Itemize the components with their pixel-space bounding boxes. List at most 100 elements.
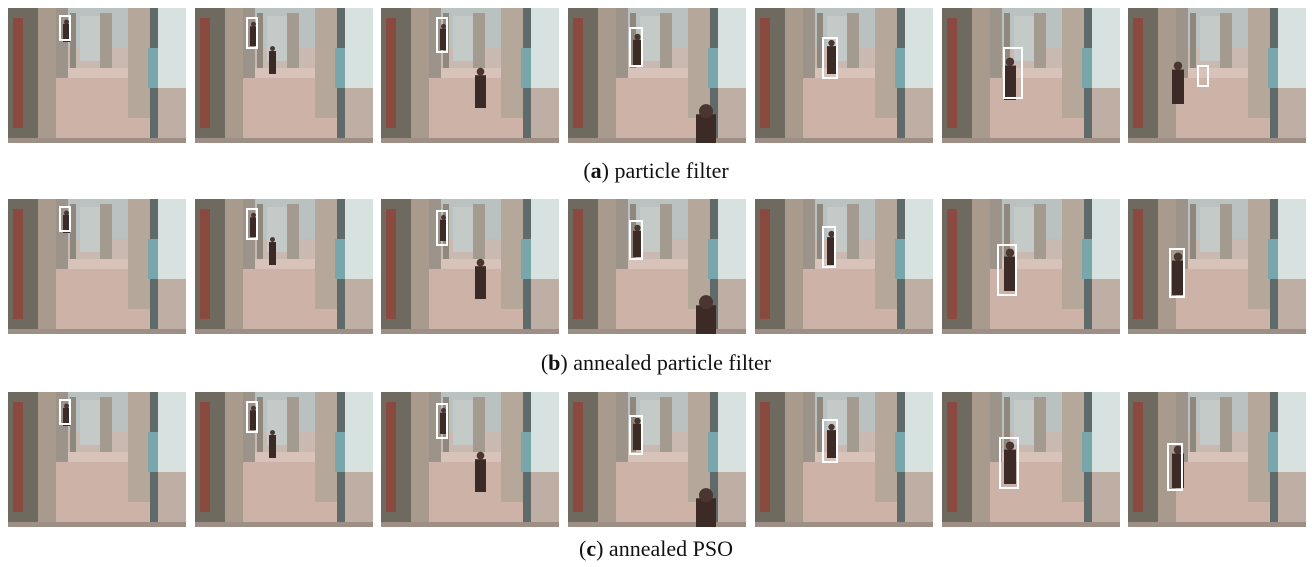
video-frame <box>942 392 1120 527</box>
tracking-box <box>436 403 448 439</box>
video-frame <box>755 8 933 143</box>
person-head <box>251 21 256 27</box>
scene <box>8 8 186 143</box>
person-head <box>634 417 641 425</box>
video-frame <box>8 392 186 527</box>
video-frame <box>568 8 746 143</box>
person-head <box>1005 441 1015 450</box>
person <box>269 242 276 265</box>
person-head <box>441 407 446 413</box>
scene <box>1128 8 1306 143</box>
person <box>696 305 716 334</box>
person <box>475 266 486 299</box>
scene <box>568 199 746 334</box>
person <box>269 435 276 458</box>
person <box>827 430 836 458</box>
tracking-box <box>629 415 643 455</box>
person <box>1004 65 1016 100</box>
person-head <box>270 46 275 51</box>
person <box>827 46 836 74</box>
person-head <box>1005 57 1015 66</box>
scene <box>755 199 933 334</box>
video-frame <box>755 199 933 334</box>
tracking-box <box>822 419 838 463</box>
person-head <box>1173 445 1183 454</box>
person-head <box>270 430 275 435</box>
person-head <box>699 295 713 310</box>
person-head <box>634 33 641 41</box>
tracking-box <box>436 210 448 246</box>
video-frame <box>381 392 559 527</box>
video-frame <box>1128 392 1306 527</box>
video-frame <box>195 392 373 527</box>
person-head <box>634 224 641 232</box>
scene <box>1128 199 1306 334</box>
tracking-box <box>999 437 1019 489</box>
video-frame <box>942 199 1120 334</box>
person-head <box>64 19 69 25</box>
person <box>440 412 447 434</box>
video-frame <box>381 199 559 334</box>
person-head <box>699 488 713 503</box>
person-head <box>476 67 485 76</box>
person-head <box>828 230 835 238</box>
scene <box>755 8 933 143</box>
person <box>440 219 447 241</box>
person <box>633 230 642 257</box>
scene <box>195 392 373 527</box>
video-frame <box>568 199 746 334</box>
person <box>1172 260 1184 295</box>
scene <box>568 392 746 527</box>
person <box>1004 256 1016 291</box>
tracking-box <box>822 37 838 79</box>
scene <box>195 199 373 334</box>
person <box>63 214 70 233</box>
tracking-box <box>59 206 71 232</box>
scene <box>755 392 933 527</box>
tracking-box <box>1169 248 1185 298</box>
video-frame <box>1128 8 1306 143</box>
person-head <box>1173 252 1183 261</box>
tracking-box <box>59 15 71 41</box>
video-frame <box>1128 199 1306 334</box>
tracking-box <box>629 27 643 67</box>
scene <box>1128 392 1306 527</box>
person <box>269 51 276 74</box>
person <box>475 75 486 108</box>
person-head <box>64 403 69 409</box>
caption: (a) particle filter <box>583 158 729 183</box>
person-head <box>251 212 256 218</box>
tracking-box <box>59 399 71 425</box>
tracking-box <box>629 220 643 260</box>
scene <box>942 199 1120 334</box>
video-frame <box>568 392 746 527</box>
scene <box>381 8 559 143</box>
tracking-box <box>997 244 1017 296</box>
person <box>63 23 70 42</box>
tracking-box <box>1167 443 1183 491</box>
person <box>1004 449 1016 484</box>
person <box>440 28 447 50</box>
tracking-box <box>1197 65 1209 87</box>
person-head <box>476 258 485 267</box>
person <box>633 423 642 450</box>
person-head <box>441 23 446 29</box>
scene <box>381 199 559 334</box>
video-frame <box>195 199 373 334</box>
video-frame <box>8 199 186 334</box>
person <box>1172 69 1184 104</box>
person <box>633 39 642 66</box>
video-frame <box>755 392 933 527</box>
person-head <box>828 39 835 47</box>
scene <box>568 8 746 143</box>
caption: (c) annealed PSO <box>579 536 733 561</box>
person <box>827 237 836 265</box>
scene <box>942 8 1120 143</box>
caption: (b) annealed particle filter <box>540 350 772 375</box>
person <box>696 498 716 527</box>
scene <box>195 8 373 143</box>
person-head <box>1005 248 1015 257</box>
person-head <box>251 405 256 411</box>
scene <box>381 392 559 527</box>
